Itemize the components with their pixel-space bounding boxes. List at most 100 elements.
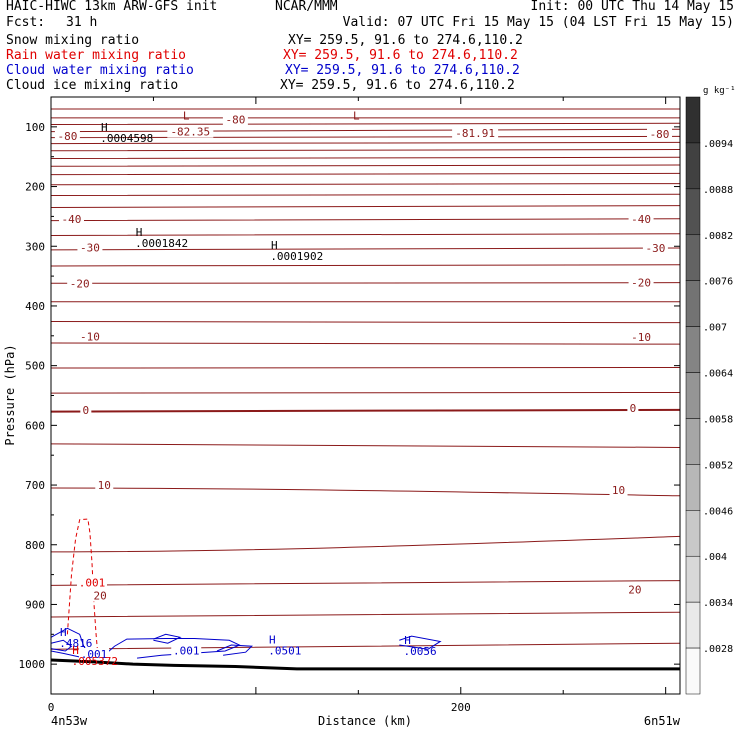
minimum-marker: L (183, 110, 190, 123)
temperature-contour-label: -20 (70, 277, 90, 290)
cloud-water-contour (50, 639, 73, 652)
colorbar-units: g kg⁻¹ (703, 86, 736, 96)
terrain-line (50, 658, 680, 671)
model-title: HAIC-HIWC 13km ARW-GFS init (6, 0, 218, 14)
colorbar: .0094 .0088 .0082 .0076 .007 .0064 .0058 .0052.… (685, 96, 733, 695)
y-tick-label: 400 (25, 300, 45, 313)
temperature-contour (50, 135, 681, 139)
y-axis-label: Pressure (hPa) (3, 344, 17, 445)
label-mask (77, 330, 103, 343)
label-mask (77, 241, 103, 254)
extremum-value: .0004598 (100, 132, 153, 145)
temperature-contour (50, 580, 681, 586)
y-tick-label: 500 (25, 360, 45, 373)
temperature-contour-label: -30 (80, 241, 100, 254)
label-mask (452, 126, 499, 139)
temperature-contour (50, 611, 681, 618)
label-mask (171, 644, 202, 657)
colorbar-label: .0094 (703, 139, 733, 150)
label-mask (79, 648, 110, 661)
temperature-contour-label: 0 (83, 404, 90, 417)
label-mask (625, 583, 644, 596)
field-cloudice-name: Cloud ice mixing ratio (6, 78, 179, 93)
contour-label-layer: -80 -82.35 -80 -81.91 -80 -40 -40 -30 -30 -20 -20 -… (54, 110, 673, 668)
field-snow-xy: XY= 259.5, 91.6 to 274.6,110.2 (288, 33, 523, 48)
temperature-contour-label: -80 (650, 128, 670, 141)
maximum-marker: H (271, 239, 278, 252)
y-tick-label: 100 (25, 121, 45, 134)
colorbar-swatch (685, 280, 701, 327)
label-mask (67, 277, 93, 290)
extremum-value: .0001842 (135, 237, 188, 250)
temperature-contour (50, 172, 681, 176)
maximum-marker: H (269, 633, 276, 646)
extremum-value: .0001902 (270, 250, 323, 263)
temperature-contour-label: -82.35 (170, 126, 210, 139)
colorbar-label: .0088 (703, 185, 733, 196)
temperature-contour (50, 443, 681, 448)
colorbar-swatch (685, 418, 701, 465)
temperature-contour (50, 156, 681, 159)
forecast-label: Fcst: (6, 15, 46, 30)
colorbar-label: .0064 (703, 369, 733, 380)
temperature-contour (50, 193, 681, 197)
y-tick-label: 700 (25, 479, 45, 492)
label-mask (80, 403, 92, 416)
y-tick-label: 800 (25, 539, 45, 552)
field-rain-xy: XY= 259.5, 91.6 to 274.6,110.2 (283, 48, 518, 63)
temperature-contour-label: -40 (631, 213, 651, 226)
colorbar-label: .0058 (703, 414, 733, 425)
forecast-hour: 31 h (66, 15, 98, 30)
temperature-contour (50, 282, 681, 284)
label-mask (628, 212, 654, 225)
y-tick-label: 900 (25, 598, 45, 611)
temperature-contour-label: 20 (94, 589, 107, 602)
label-mask (91, 589, 110, 602)
label-mask (609, 483, 628, 496)
colorbar-swatch (685, 326, 701, 373)
temperature-contour (50, 392, 681, 394)
cloud-water-contour (216, 644, 253, 656)
temperature-contour-label: -10 (631, 331, 651, 344)
temperature-contour-label: -80 (57, 130, 77, 143)
label-mask (76, 576, 107, 589)
cloud-water-contour-layer (50, 627, 442, 659)
temperature-contour-label: -80 (225, 114, 245, 127)
colorbar-label: .0076 (703, 277, 733, 288)
label-mask (54, 129, 80, 142)
temperature-contour-label: -40 (62, 213, 82, 226)
x-axis-label: Distance (km) (318, 714, 412, 728)
label-mask (58, 212, 84, 225)
temperature-contour (50, 366, 681, 369)
y-tick-label: 600 (25, 419, 45, 432)
temperature-contour (50, 247, 681, 251)
colorbar-swatch (685, 555, 701, 603)
label-mask (627, 402, 639, 415)
label-mask (95, 479, 114, 492)
temperature-contour (50, 141, 681, 145)
colorbar-swatch (685, 464, 701, 511)
maximum-marker: H (101, 121, 108, 134)
cloud-water-contour (399, 635, 442, 650)
plot-frame (50, 96, 681, 695)
temperature-contour (50, 264, 681, 267)
org-label: NCAR/MMM (275, 0, 338, 14)
x-end-location: 6n51w (644, 714, 681, 728)
extremum-value: .005372 (72, 655, 118, 668)
temperature-contour-label: 10 (98, 479, 111, 492)
colorbar-swatch (685, 372, 701, 419)
temperature-contour-label: 10 (612, 484, 625, 497)
extremum-value: .4816 (59, 637, 92, 650)
colorbar-label: .0034 (703, 598, 733, 609)
maximum-marker: H (60, 626, 67, 639)
temperature-contour-label: 20 (628, 584, 641, 597)
colorbar-swatch (685, 234, 701, 281)
x-start-location: 4n53w (51, 714, 88, 728)
label-mask (647, 128, 673, 141)
temperature-contour (50, 342, 681, 345)
temperature-contour (50, 218, 681, 222)
colorbar-swatch (685, 647, 701, 695)
temperature-contour-label: -10 (80, 330, 100, 343)
temperature-contour (50, 642, 681, 650)
temperature-contour (50, 164, 681, 167)
